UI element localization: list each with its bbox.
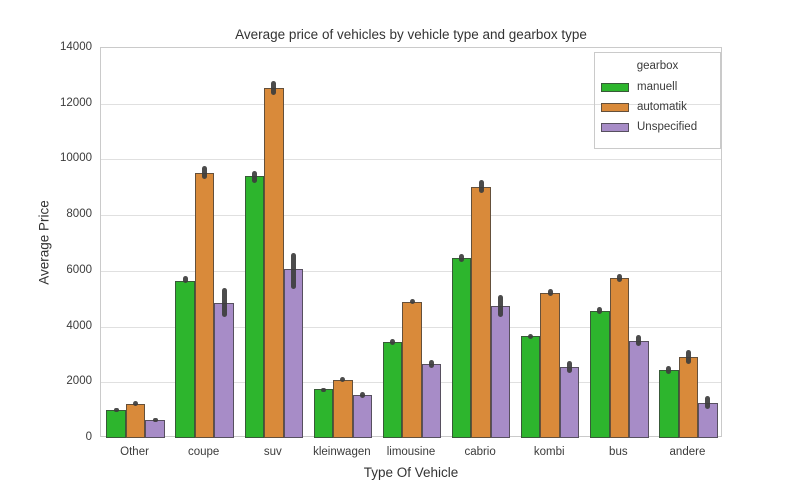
bar-limousine-Unspecified (421, 364, 442, 438)
errorbar-coupe-automatik (202, 166, 208, 179)
errorbar-andere-automatik (685, 350, 691, 365)
errorbar-Other-manuell (113, 407, 119, 413)
errorbar-kombi-manuell (528, 333, 534, 340)
legend-items: manuell automatik Unspecified (595, 77, 720, 137)
errorbar-kleinwagen-Unspecified (359, 392, 365, 398)
x-tick-cabrio: cabrio (464, 446, 496, 458)
legend-item-automatik: automatik (595, 97, 720, 117)
bar-kombi-Unspecified (559, 366, 580, 438)
errorbar-cabrio-Unspecified (498, 294, 504, 317)
y-tick-10000: 10000 (60, 152, 92, 165)
y-tick-6000: 6000 (66, 263, 92, 276)
errorbar-suv-Unspecified (290, 252, 296, 289)
errorbar-bus-manuell (597, 307, 603, 315)
errorbar-coupe-manuell (182, 276, 188, 284)
legend-title: gearbox (636, 60, 679, 72)
gridline-10000 (101, 159, 721, 161)
errorbar-suv-automatik (271, 81, 277, 96)
bar-suv-Unspecified (283, 269, 304, 438)
errorbar-limousine-manuell (390, 339, 395, 345)
bar-kleinwagen-Unspecified (352, 394, 373, 438)
bar-bus-manuell (590, 311, 610, 438)
errorbar-bus-Unspecified (636, 334, 642, 347)
bar-limousine-manuell (382, 341, 403, 438)
gridline-12000 (101, 103, 721, 105)
errorbar-Other-Unspecified (152, 417, 158, 422)
x-tick-Other: Other (120, 446, 149, 458)
bar-Other-manuell (106, 410, 126, 438)
bar-Other-Unspecified (145, 419, 165, 438)
x-tick-limousine: limousine (386, 446, 436, 458)
errorbar-bus-automatik (616, 273, 622, 282)
bar-coupe-automatik (194, 173, 215, 438)
gridline-6000 (101, 270, 721, 272)
bar-limousine-automatik (402, 301, 422, 438)
bar-cabrio-Unspecified (490, 305, 511, 438)
bar-andere-manuell (659, 369, 679, 438)
x-tick-kombi: kombi (533, 446, 565, 458)
bar-bus-Unspecified (629, 340, 649, 438)
legend-label: automatik (637, 101, 687, 113)
x-tick-kleinwagen: kleinwagen (313, 446, 371, 458)
y-tick-4000: 4000 (66, 319, 92, 332)
x-tick-andere: andere (669, 446, 706, 458)
bar-cabrio-automatik (471, 187, 491, 438)
bar-kombi-manuell (520, 336, 541, 438)
errorbar-kleinwagen-automatik (340, 376, 346, 383)
plot-area: gearbox manuell automatik Unspecified (100, 47, 722, 438)
bar-suv-manuell (244, 176, 265, 438)
bar-suv-automatik (264, 88, 284, 438)
gridline-8000 (101, 215, 721, 217)
legend-label: manuell (637, 81, 678, 93)
bar-kombi-automatik (540, 293, 560, 438)
errorbar-cabrio-manuell (459, 254, 465, 263)
errorbar-cabrio-automatik (478, 180, 484, 193)
legend-swatch-icon (601, 82, 629, 92)
bar-kleinwagen-automatik (333, 379, 353, 438)
errorbar-Other-automatik (133, 401, 139, 407)
bar-coupe-Unspecified (214, 302, 234, 438)
y-tick-0: 0 (85, 431, 92, 443)
bar-bus-automatik (609, 277, 630, 438)
x-tick-suv: suv (263, 446, 282, 458)
errorbar-suv-manuell (251, 170, 257, 184)
bar-andere-automatik (678, 357, 699, 438)
errorbar-andere-Unspecified (705, 396, 711, 409)
x-axis-label: Type Of Vehicle (363, 465, 459, 480)
bar-cabrio-manuell (451, 258, 472, 438)
errorbar-kleinwagen-manuell (320, 387, 326, 392)
errorbar-kombi-automatik (547, 288, 553, 296)
chart-title: Average price of vehicles by vehicle typ… (235, 27, 587, 42)
errorbar-andere-manuell (666, 365, 672, 374)
y-tick-14000: 14000 (60, 41, 92, 53)
legend-label: Unspecified (637, 121, 698, 133)
bar-Other-automatik (125, 403, 146, 438)
legend: gearbox manuell automatik Unspecified (594, 52, 721, 149)
errorbar-limousine-Unspecified (429, 360, 434, 369)
x-tick-bus: bus (609, 446, 628, 458)
legend-swatch-icon (601, 102, 629, 112)
bar-kleinwagen-manuell (313, 389, 334, 438)
legend-swatch-icon (601, 122, 629, 132)
errorbar-coupe-Unspecified (221, 287, 227, 317)
errorbar-limousine-automatik (409, 298, 415, 305)
legend-item-manuell: manuell (595, 77, 720, 97)
legend-item-Unspecified: Unspecified (595, 117, 720, 137)
bar-coupe-manuell (175, 280, 195, 438)
x-tick-coupe: coupe (187, 446, 220, 458)
y-tick-2000: 2000 (66, 375, 92, 388)
errorbar-kombi-Unspecified (567, 361, 573, 373)
y-tick-12000: 12000 (60, 96, 92, 109)
y-tick-8000: 8000 (66, 208, 92, 221)
